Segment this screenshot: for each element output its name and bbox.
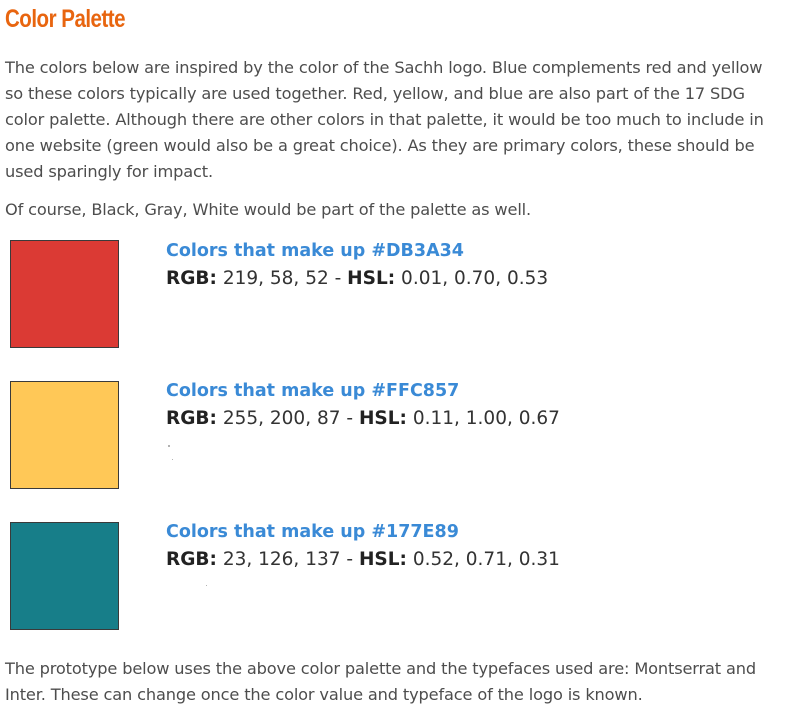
rgb-value: 255, 200, 87 - — [216, 408, 359, 429]
hsl-label: HSL: — [358, 549, 407, 570]
rgb-label: RGB: — [166, 268, 217, 289]
hsl-label: HSL: — [347, 268, 396, 289]
hsl-value: 0.11, 1.00, 0.67 — [406, 408, 560, 429]
color-swatch-yellow — [10, 381, 119, 489]
swatch-heading-yellow: Colors that make up #FFC857 — [166, 381, 460, 401]
color-swatch-red — [10, 240, 119, 348]
artifact-speck — [172, 459, 173, 460]
swatch-heading-teal: Colors that make up #177E89 — [166, 522, 459, 542]
outro-paragraph: The prototype below uses the above color… — [5, 659, 756, 704]
color-swatch-teal — [10, 522, 119, 630]
swatch-values-teal: RGB: 23, 126, 137 - HSL: 0.52, 0.71, 0.3… — [166, 547, 560, 573]
hsl-label: HSL: — [358, 408, 407, 429]
palette-note: Of course, Black, Gray, White would be p… — [5, 200, 532, 219]
intro-paragraph: The colors below are inspired by the col… — [5, 58, 764, 181]
rgb-value: 23, 126, 137 - — [216, 549, 359, 570]
swatch-values-red: RGB: 219, 58, 52 - HSL: 0.01, 0.70, 0.53 — [166, 266, 548, 292]
rgb-value: 219, 58, 52 - — [216, 268, 348, 289]
swatch-heading-red: Colors that make up #DB3A34 — [166, 241, 464, 261]
artifact-speck — [168, 445, 170, 447]
rgb-label: RGB: — [166, 549, 217, 570]
hsl-value: 0.52, 0.71, 0.31 — [406, 549, 560, 570]
hsl-value: 0.01, 0.70, 0.53 — [395, 268, 549, 289]
swatch-values-yellow: RGB: 255, 200, 87 - HSL: 0.11, 1.00, 0.6… — [166, 406, 560, 432]
rgb-label: RGB: — [166, 408, 217, 429]
artifact-speck — [206, 585, 207, 586]
page-title: Color Palette — [5, 5, 126, 33]
